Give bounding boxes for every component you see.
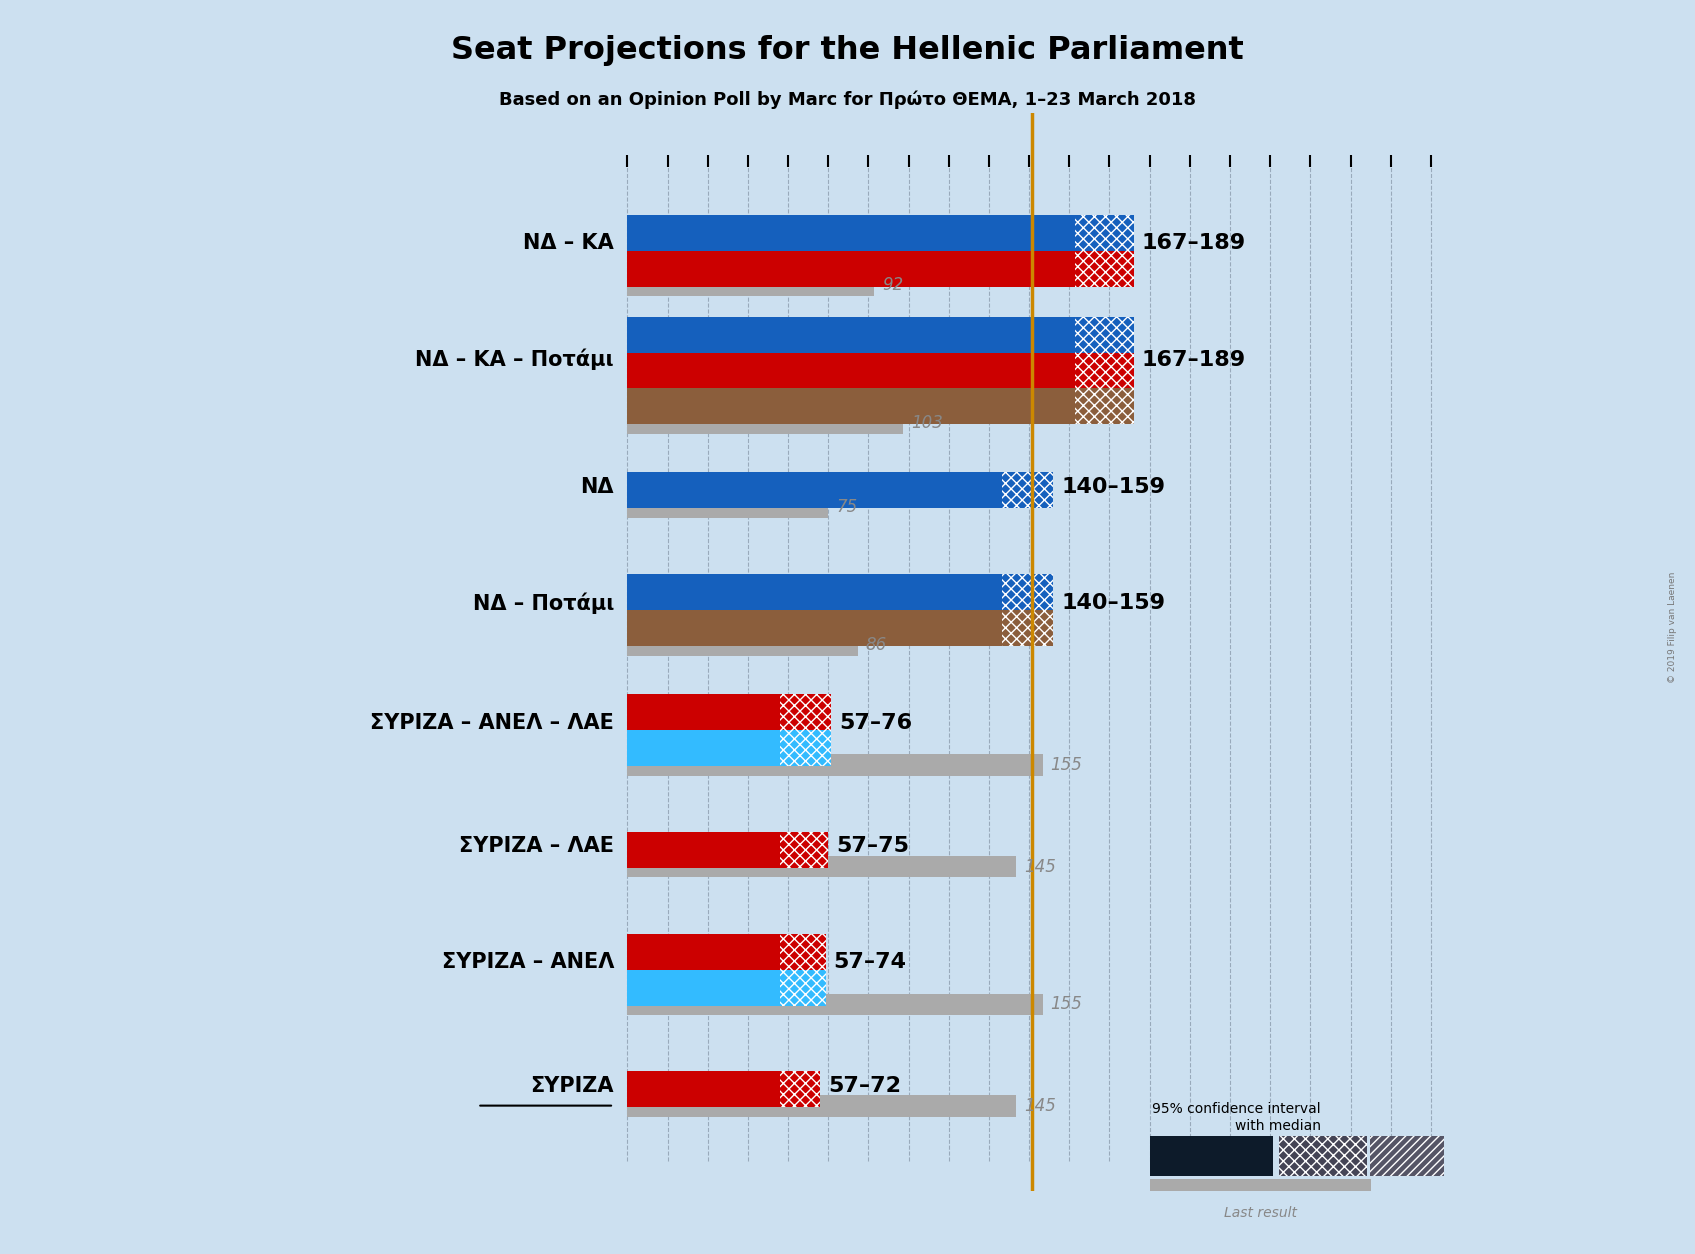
Text: Seat Projections for the Hellenic Parliament: Seat Projections for the Hellenic Parlia… <box>451 35 1244 66</box>
Bar <box>627 251 1075 287</box>
Bar <box>1370 1136 1444 1176</box>
Bar <box>627 969 780 1006</box>
Bar <box>627 1096 1015 1117</box>
Text: 145: 145 <box>1024 1097 1056 1115</box>
Bar <box>780 831 829 868</box>
Bar <box>627 993 1042 1016</box>
Bar <box>627 352 1075 389</box>
Bar <box>1075 389 1134 424</box>
Text: 140–159: 140–159 <box>1061 593 1164 613</box>
Text: 103: 103 <box>912 414 942 433</box>
Bar <box>780 934 825 969</box>
Bar <box>627 855 1015 878</box>
Text: 86: 86 <box>866 636 886 653</box>
Text: 57–76: 57–76 <box>839 712 912 732</box>
Text: 75: 75 <box>836 498 858 517</box>
Bar <box>1075 389 1134 424</box>
Text: 57–75: 57–75 <box>836 836 909 856</box>
Bar <box>1075 316 1134 352</box>
Bar <box>627 473 1002 508</box>
Bar <box>627 389 1075 424</box>
Bar <box>627 635 858 656</box>
Text: 57–74: 57–74 <box>834 953 907 972</box>
Text: 167–189: 167–189 <box>1142 350 1246 370</box>
Bar <box>1002 574 1053 611</box>
Text: ΝΔ: ΝΔ <box>580 477 614 497</box>
Bar <box>627 497 829 518</box>
Bar <box>1075 214 1134 251</box>
Bar <box>627 574 1002 611</box>
Bar <box>780 730 831 766</box>
Bar <box>627 730 780 766</box>
Text: 92: 92 <box>881 276 903 295</box>
Bar <box>1075 251 1134 287</box>
Text: ΣΥΡΙΖΑ: ΣΥΡΙΖΑ <box>531 1076 614 1096</box>
Bar <box>1002 574 1053 611</box>
Bar <box>1075 352 1134 389</box>
Bar <box>780 934 825 969</box>
Bar <box>780 693 831 730</box>
Bar <box>627 934 780 969</box>
Bar <box>627 275 875 296</box>
Bar <box>1149 1136 1273 1176</box>
Text: 95% confidence interval
with median: 95% confidence interval with median <box>1153 1102 1320 1132</box>
Bar <box>627 413 903 434</box>
Bar <box>780 1071 820 1107</box>
Bar <box>627 754 1042 775</box>
Text: © 2019 Filip van Laenen: © 2019 Filip van Laenen <box>1668 572 1678 682</box>
Text: 57–72: 57–72 <box>829 1076 902 1096</box>
Text: 167–189: 167–189 <box>1142 233 1246 253</box>
Bar <box>627 831 780 868</box>
Text: 155: 155 <box>1051 756 1083 774</box>
Bar <box>1370 1136 1444 1176</box>
Bar <box>1002 611 1053 646</box>
Bar <box>1149 1179 1371 1201</box>
Text: ΝΔ – ΚΑ – Ποτάμι: ΝΔ – ΚΑ – Ποτάμι <box>415 349 614 370</box>
Bar <box>1002 473 1053 508</box>
Text: ΣΥΡΙΖΑ – ΑΝΕΛ: ΣΥΡΙΖΑ – ΑΝΕΛ <box>442 953 614 972</box>
Bar <box>1002 611 1053 646</box>
Text: ΣΥΡΙΖΑ – ΛΑΕ: ΣΥΡΙΖΑ – ΛΑΕ <box>459 836 614 856</box>
Bar <box>1075 214 1134 251</box>
Bar <box>627 611 1002 646</box>
Bar <box>780 969 825 1006</box>
Bar <box>780 831 829 868</box>
Bar <box>1002 473 1053 508</box>
Text: 140–159: 140–159 <box>1061 477 1164 497</box>
Bar <box>780 730 831 766</box>
Bar <box>1075 352 1134 389</box>
Text: 145: 145 <box>1024 858 1056 875</box>
Text: Based on an Opinion Poll by Marc for Πρώτο ΘΕΜΑ, 1–23 March 2018: Based on an Opinion Poll by Marc for Πρώ… <box>498 90 1197 109</box>
Bar <box>627 693 780 730</box>
Bar <box>1278 1136 1368 1176</box>
Bar <box>627 214 1075 251</box>
Bar <box>1278 1136 1368 1176</box>
Text: ΣΥΡΙΖΑ – ΑΝΕΛ – ΛΑΕ: ΣΥΡΙΖΑ – ΑΝΕΛ – ΛΑΕ <box>370 712 614 732</box>
Bar <box>627 1071 780 1107</box>
Text: Last result: Last result <box>1224 1205 1297 1220</box>
Text: 155: 155 <box>1051 996 1083 1013</box>
Bar <box>780 1071 820 1107</box>
Bar <box>1075 316 1134 352</box>
Bar <box>1075 251 1134 287</box>
Text: ΝΔ – ΚΑ: ΝΔ – ΚΑ <box>524 233 614 253</box>
Text: ΝΔ – Ποτάμι: ΝΔ – Ποτάμι <box>473 592 614 613</box>
Bar <box>627 316 1075 352</box>
Bar <box>780 969 825 1006</box>
Bar <box>780 693 831 730</box>
